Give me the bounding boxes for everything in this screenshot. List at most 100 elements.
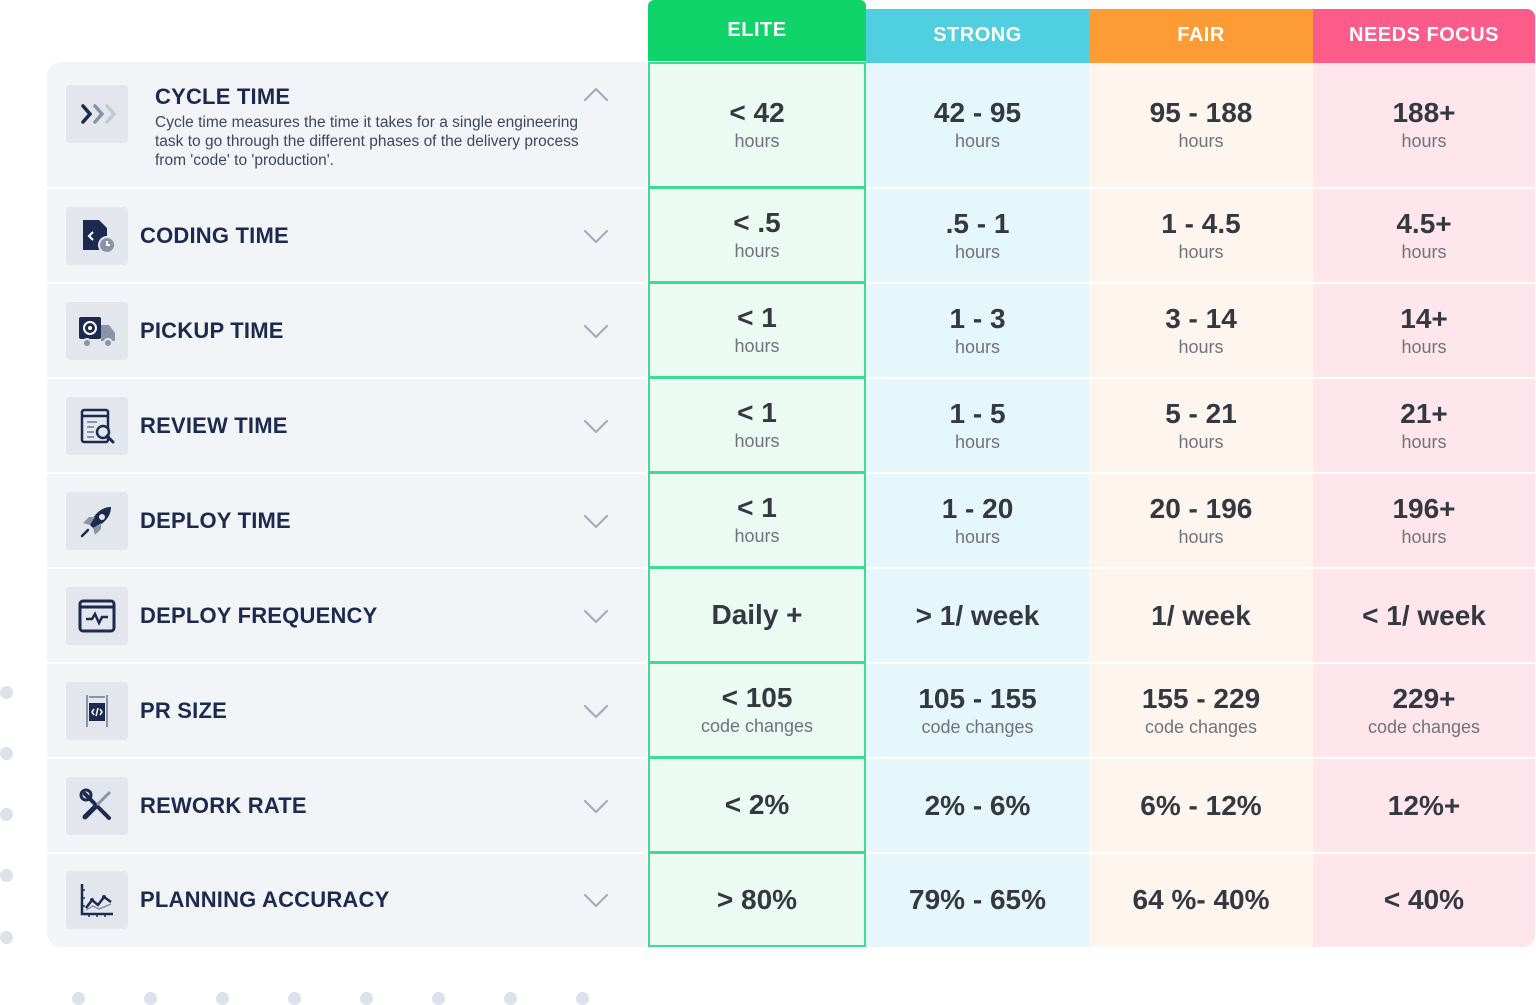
threshold-value: 105 - 155 [918, 682, 1037, 714]
monitor-pulse-icon [66, 586, 128, 645]
decorative-dot [432, 992, 445, 1005]
threshold-unit: hours [1178, 131, 1224, 151]
header-fair: FAIR [1089, 9, 1313, 63]
decorative-dot [0, 686, 13, 699]
threshold-value: 21+ [1400, 397, 1448, 429]
threshold-value: 1 - 5 [949, 397, 1006, 429]
cell-strong: .5 - 1 hours [866, 188, 1089, 283]
threshold-value: < 1 [737, 397, 777, 428]
cell-elite: < 1 hours [648, 377, 866, 473]
threshold-unit: code changes [1144, 716, 1258, 737]
threshold-value: 155 - 229 [1141, 682, 1261, 714]
threshold-value: 3 - 14 [1165, 302, 1237, 334]
cell-strong: 105 - 155 code changes [866, 663, 1089, 758]
cell-needs-focus: 12%+ [1313, 758, 1535, 853]
chevron-down-icon[interactable] [583, 228, 609, 244]
metric-title: DEPLOY TIME [140, 507, 291, 533]
threshold-unit: hours [1178, 431, 1224, 452]
cell-needs-focus: 4.5+ hours [1313, 188, 1535, 283]
chevrons-icon [66, 85, 128, 143]
decorative-dot [0, 869, 13, 882]
threshold-value: 188+ [1392, 97, 1456, 128]
delivery-truck-icon [66, 301, 128, 360]
threshold-unit: hours [954, 241, 1001, 262]
threshold-unit: hours [1401, 431, 1447, 452]
threshold-value: 95 - 188 [1149, 97, 1253, 128]
column-bg-strong [866, 62, 1089, 947]
chevron-down-icon[interactable] [583, 892, 609, 908]
threshold-unit: code changes [1367, 716, 1481, 737]
threshold-value: < 1 [737, 492, 777, 523]
header-strong: STRONG [866, 9, 1089, 63]
column-bg-needs-focus [1313, 62, 1535, 947]
threshold-value: 14+ [1400, 302, 1448, 334]
metric-row-cycle-time[interactable]: CYCLE TIME Cycle time measures the time i… [47, 62, 647, 188]
chevron-down-icon[interactable] [583, 418, 609, 434]
threshold-value: 5 - 21 [1165, 397, 1237, 429]
threshold-unit: hours [954, 431, 1001, 452]
decorative-dot [216, 992, 229, 1005]
threshold-value: 79% - 65% [909, 884, 1046, 915]
threshold-unit: hours [1401, 336, 1447, 357]
threshold-unit: hours [1401, 526, 1447, 547]
cell-fair: 1/ week [1089, 568, 1313, 663]
chevron-down-icon[interactable] [583, 798, 609, 814]
metric-title: PR SIZE [140, 697, 227, 723]
decorative-dot [0, 747, 13, 760]
threshold-value: 2% - 6% [924, 789, 1031, 821]
chevron-down-icon[interactable] [583, 608, 609, 624]
threshold-value: 1 - 3 [949, 302, 1006, 334]
cell-fair: 6% - 12% [1089, 758, 1313, 853]
threshold-unit: hours [734, 431, 780, 451]
rocket-icon [66, 491, 128, 550]
header-elite: ELITE [648, 0, 866, 61]
chevron-down-icon[interactable] [583, 703, 609, 719]
cell-fair: 5 - 21 hours [1089, 378, 1313, 473]
threshold-value: 4.5+ [1396, 207, 1452, 239]
metric-row-deploy-time[interactable]: DEPLOY TIME [47, 473, 647, 568]
cell-strong: 1 - 20 hours [866, 473, 1089, 568]
metric-row-pickup-time[interactable]: PICKUP TIME [47, 283, 647, 378]
metrics-panel [47, 62, 647, 947]
threshold-value: 1/ week [1151, 599, 1251, 631]
threshold-unit: code changes [700, 716, 814, 736]
threshold-value: > 80% [716, 883, 798, 915]
threshold-value: 1 - 20 [941, 492, 1014, 524]
threshold-value: < 40% [1383, 884, 1465, 915]
cell-strong: 42 - 95 hours [866, 62, 1089, 188]
cell-fair: 64 %- 40% [1089, 853, 1313, 947]
chevron-up-icon[interactable] [583, 86, 609, 102]
metric-row-coding-time[interactable]: CODING TIME [47, 188, 647, 283]
threshold-unit: code changes [921, 716, 1034, 737]
threshold-value: > 1/ week [915, 599, 1040, 631]
cell-fair: 155 - 229 code changes [1089, 663, 1313, 758]
wrench-screwdriver-icon [66, 776, 128, 835]
cell-elite: < 105 code changes [648, 662, 866, 758]
threshold-value: 196+ [1392, 492, 1456, 524]
metric-row-planning-accuracy[interactable]: PLANNING ACCURACY [47, 853, 647, 947]
cell-elite: Daily + [648, 567, 866, 663]
cell-needs-focus: < 40% [1313, 853, 1535, 947]
cell-strong: > 1/ week [866, 568, 1089, 663]
cell-elite: < 1 hours [648, 282, 866, 378]
metric-row-rework-rate[interactable]: REWORK RATE [47, 758, 647, 853]
metric-row-pr-size[interactable]: PR SIZE [47, 663, 647, 758]
code-file-clock-icon [66, 206, 128, 265]
threshold-unit: hours [1178, 526, 1224, 547]
metric-title: REVIEW TIME [140, 412, 288, 438]
decorative-dot [576, 992, 589, 1005]
document-search-icon [66, 396, 128, 455]
metric-row-review-time[interactable]: REVIEW TIME [47, 378, 647, 473]
threshold-value: < 1 [737, 302, 777, 333]
cell-fair: 3 - 14 hours [1089, 283, 1313, 378]
threshold-unit: hours [954, 131, 1001, 151]
metric-row-deploy-frequency[interactable]: DEPLOY FREQUENCY [47, 568, 647, 663]
line-chart-icon [66, 871, 128, 929]
threshold-value: < 42 [729, 97, 785, 128]
threshold-unit: hours [954, 526, 1001, 547]
chevron-down-icon[interactable] [583, 513, 609, 529]
threshold-value: 6% - 12% [1140, 789, 1262, 821]
chevron-down-icon[interactable] [583, 323, 609, 339]
cell-elite: < 2% [648, 757, 866, 853]
column-bg-elite [648, 62, 866, 947]
